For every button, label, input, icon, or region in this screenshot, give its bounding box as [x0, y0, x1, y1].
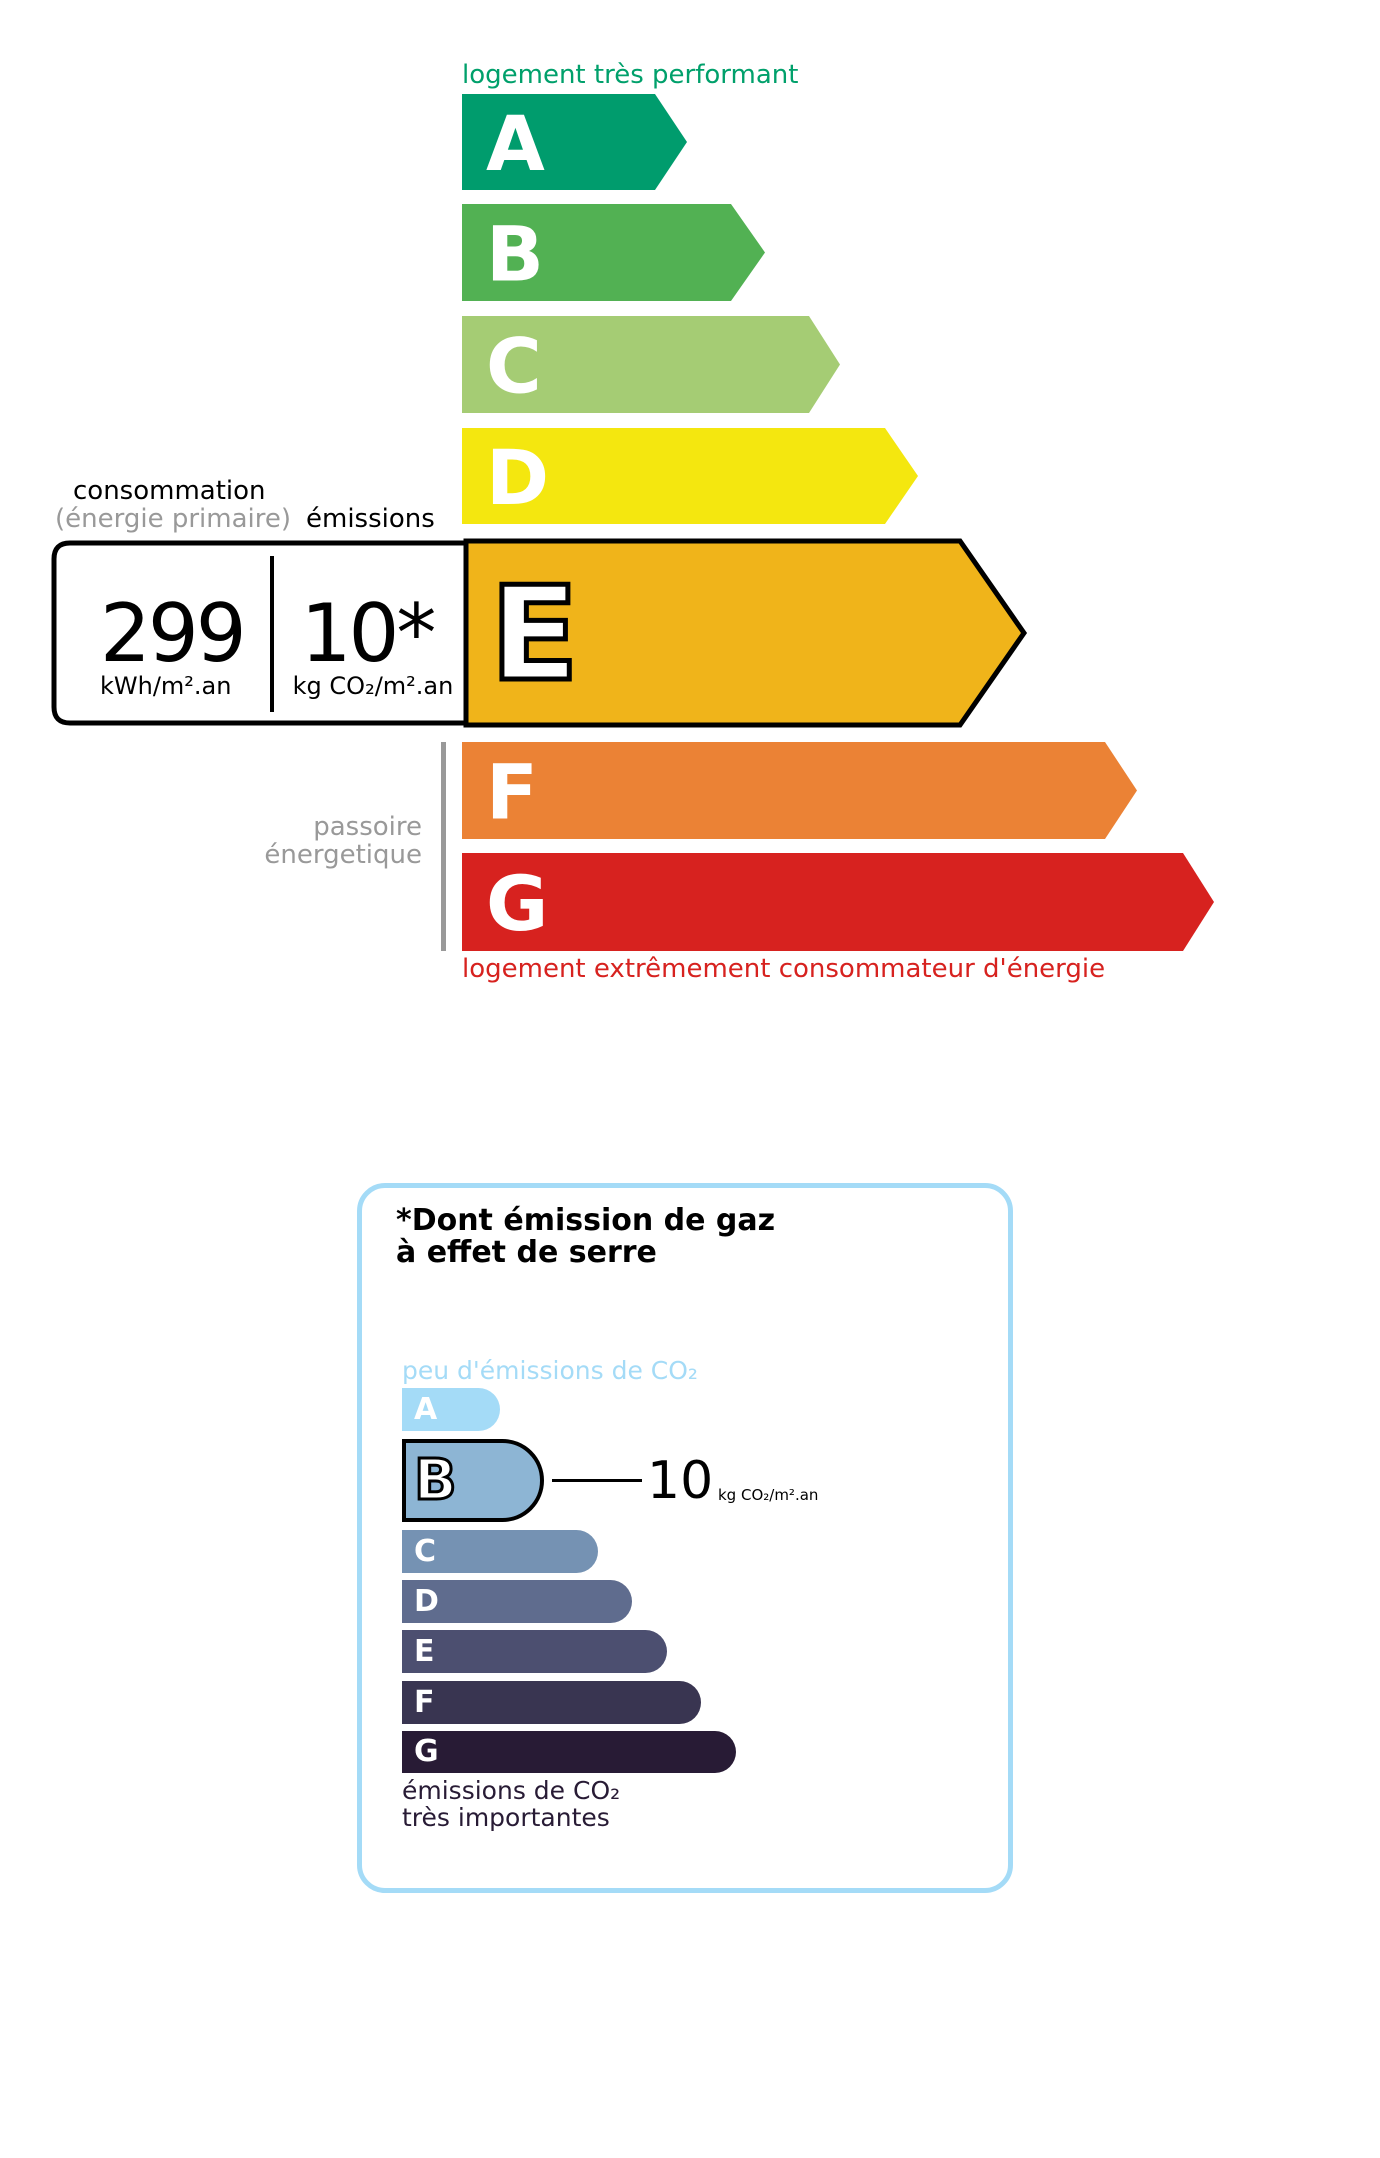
- ghg-class-c-bar: C: [402, 1530, 598, 1573]
- ghg-class-letter: B: [413, 1447, 459, 1513]
- energy-class-letter: E: [490, 558, 579, 710]
- energy-class-c-bar: [462, 316, 840, 413]
- ghg-class-d-bar: D: [402, 1580, 632, 1623]
- ghg-class-letter: E: [414, 1633, 435, 1669]
- ghg-class-letter: D: [414, 1583, 439, 1619]
- ghg-title-line1: *Dont émission de gaz: [396, 1203, 776, 1238]
- energy-class-letter: D: [486, 433, 549, 522]
- ghg-class-g-bar: G: [402, 1731, 736, 1773]
- ghg-class-f-bar: F: [402, 1681, 701, 1724]
- ghg-class-letter: A: [414, 1391, 438, 1427]
- consumption-unit: kWh/m².an: [100, 672, 232, 700]
- energy-class-letter: F: [486, 748, 538, 837]
- energy-class-f-bar: [462, 742, 1137, 839]
- ghg-class-b-bar: B: [402, 1439, 544, 1522]
- ghg-class-a-bar: A: [402, 1388, 500, 1431]
- energy-class-d-bar: [462, 428, 918, 524]
- energy-class-g-bar: [462, 853, 1214, 951]
- ghg-class-letter: F: [414, 1684, 435, 1720]
- value-box: [51, 540, 466, 726]
- passoire-marker: [441, 742, 446, 951]
- consumption-value: 299: [100, 587, 247, 680]
- energy-class-letter: A: [486, 99, 545, 188]
- consumption-label: consommation: [73, 476, 266, 506]
- energy-class-e-bar: [463, 538, 1028, 728]
- ghg-bottom-caption-line1: émissions de CO₂: [402, 1776, 621, 1805]
- emissions-unit: kg CO₂/m².an: [292, 672, 454, 700]
- energy-class-letter: B: [486, 210, 544, 299]
- value-connector-line: [552, 1479, 642, 1482]
- passoire-label-line2: énergetique: [264, 840, 422, 870]
- energy-class-b-bar: [462, 204, 765, 301]
- ghg-top-caption: peu d'émissions de CO₂: [402, 1356, 698, 1385]
- consumption-sublabel: (énergie primaire): [55, 504, 291, 534]
- ghg-class-letter: C: [414, 1533, 437, 1569]
- ghg-value: 10: [647, 1451, 714, 1511]
- energy-class-a-bar: [462, 94, 687, 190]
- top-caption: logement très performant: [462, 60, 799, 90]
- ghg-panel: [357, 1183, 1013, 1893]
- energy-class-letter: G: [486, 859, 548, 948]
- emissions-value: 10*: [300, 587, 437, 680]
- ghg-class-e-bar: E: [402, 1630, 667, 1673]
- ghg-class-letter: G: [414, 1734, 439, 1769]
- ghg-bottom-caption-line2: très importantes: [402, 1803, 610, 1832]
- ghg-title-line2: à effet de serre: [396, 1235, 657, 1270]
- bottom-caption: logement extrêmement consommateur d'éner…: [462, 954, 1106, 984]
- emissions-label: émissions: [306, 504, 435, 534]
- passoire-label-line1: passoire: [313, 812, 422, 842]
- ghg-unit: kg CO₂/m².an: [718, 1486, 819, 1504]
- energy-class-letter: C: [486, 322, 542, 411]
